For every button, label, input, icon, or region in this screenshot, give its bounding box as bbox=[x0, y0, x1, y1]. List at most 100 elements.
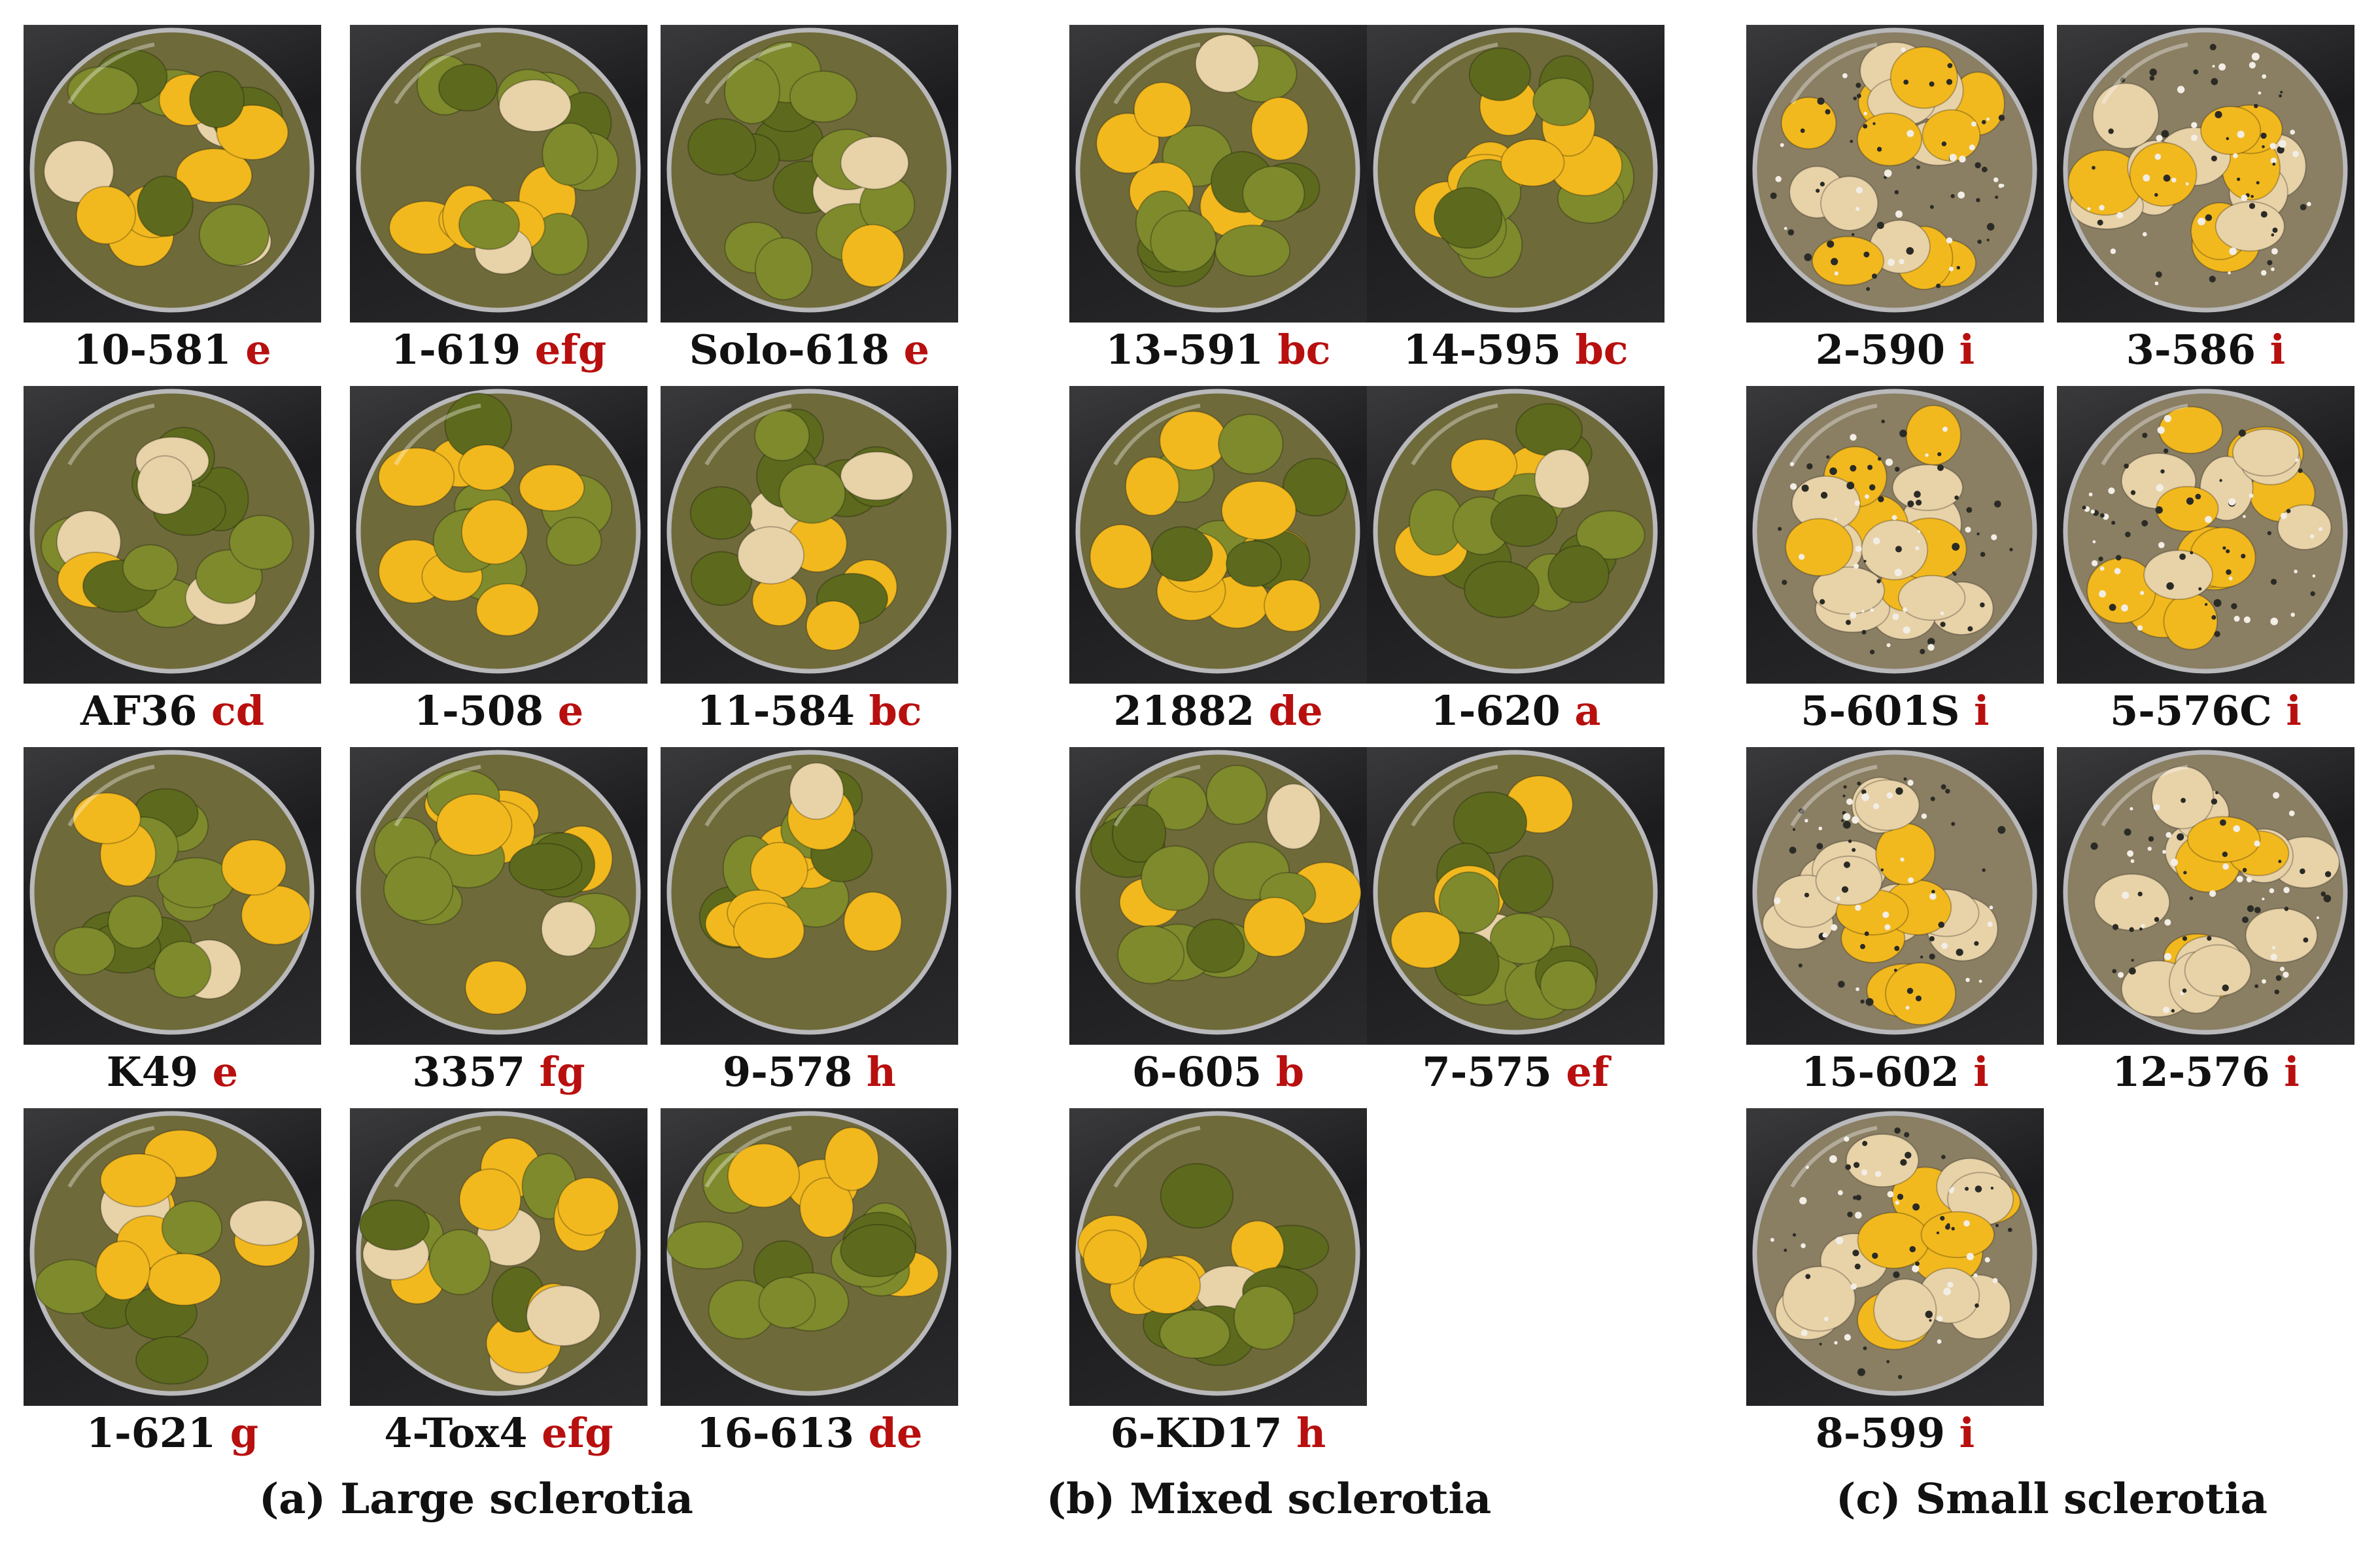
significance-letter: b bbox=[1275, 1048, 1305, 1096]
plate-caption: 7-575 ef bbox=[1328, 1049, 1704, 1095]
isolate-name: 15-602 bbox=[1801, 1048, 1959, 1096]
significance-letter: i bbox=[1959, 1409, 1975, 1457]
plate-photo bbox=[661, 1108, 958, 1406]
plate-photo bbox=[1069, 25, 1367, 323]
plate-caption: 11-584 bc bbox=[621, 688, 997, 734]
isolate-name: 3-586 bbox=[2126, 326, 2256, 374]
significance-letter: e bbox=[903, 326, 930, 374]
plate-caption: 15-602 i bbox=[1707, 1049, 2083, 1095]
significance-letter: fg bbox=[539, 1048, 585, 1096]
significance-letter: i bbox=[1959, 326, 1975, 374]
significance-letter: i bbox=[2286, 687, 2302, 735]
isolate-name: 21882 bbox=[1113, 687, 1255, 735]
group-title: (c) Small sclerotia bbox=[1836, 1475, 2268, 1524]
isolate-name: 9-578 bbox=[723, 1048, 853, 1096]
isolate-name: 11-584 bbox=[697, 687, 855, 735]
plate-caption: 6-605 b bbox=[1030, 1049, 1406, 1095]
plate-caption: 3357 fg bbox=[311, 1049, 687, 1095]
significance-letter: de bbox=[868, 1409, 923, 1457]
significance-letter: bc bbox=[869, 687, 922, 735]
isolate-name: 5-576C bbox=[2110, 687, 2272, 735]
plate-caption: 14-595 bc bbox=[1328, 327, 1704, 373]
isolate-name: Solo-618 bbox=[689, 326, 890, 374]
significance-letter: bc bbox=[1277, 326, 1331, 374]
plate-caption: 5-601S i bbox=[1707, 688, 2083, 734]
isolate-name: 10-581 bbox=[73, 326, 232, 374]
significance-letter: i bbox=[2284, 1048, 2300, 1096]
plate-caption: 4-Tox4 efg bbox=[311, 1410, 687, 1456]
significance-letter: a bbox=[1574, 687, 1601, 735]
plate-photo bbox=[661, 25, 958, 323]
significance-letter: e bbox=[557, 687, 584, 735]
group-title: (a) Large sclerotia bbox=[258, 1475, 694, 1524]
significance-letter: i bbox=[1974, 687, 1990, 735]
isolate-name: 6-KD17 bbox=[1110, 1409, 1283, 1457]
significance-letter: cd bbox=[211, 687, 265, 735]
plate-caption: 9-578 h bbox=[621, 1049, 997, 1095]
plate-caption: 12-576 i bbox=[2018, 1049, 2380, 1095]
isolate-name: 1-619 bbox=[390, 326, 521, 374]
group-title: (b) Mixed sclerotia bbox=[1046, 1475, 1492, 1524]
isolate-name: 1-508 bbox=[413, 687, 544, 735]
isolate-name: 4-Tox4 bbox=[384, 1409, 528, 1457]
plate-photo bbox=[350, 25, 647, 323]
plate-caption: 3-586 i bbox=[2018, 327, 2380, 373]
plate-photo bbox=[1746, 747, 2044, 1045]
plate-caption: 13-591 bc bbox=[1030, 327, 1406, 373]
isolate-name: 5-601S bbox=[1801, 687, 1960, 735]
plate-caption: K49 e bbox=[0, 1049, 360, 1095]
plate-caption: 16-613 de bbox=[621, 1410, 997, 1456]
isolate-name: K49 bbox=[106, 1048, 199, 1096]
isolate-name: 1-621 bbox=[86, 1409, 216, 1457]
plate-photo bbox=[1367, 747, 1664, 1045]
plate-photo bbox=[24, 25, 321, 323]
significance-letter: e bbox=[245, 326, 271, 374]
significance-letter: e bbox=[212, 1048, 239, 1096]
plate-caption: Solo-618 e bbox=[621, 327, 997, 373]
significance-letter: efg bbox=[542, 1409, 613, 1457]
plate-caption: 1-619 efg bbox=[311, 327, 687, 373]
plate-caption: AF36 cd bbox=[0, 688, 360, 734]
plate-photo bbox=[2057, 386, 2354, 684]
isolate-name: AF36 bbox=[80, 687, 198, 735]
isolate-name: 1-620 bbox=[1430, 687, 1561, 735]
plate-photo bbox=[2057, 747, 2354, 1045]
isolate-name: 6-605 bbox=[1131, 1048, 1262, 1096]
plate-photo bbox=[1069, 386, 1367, 684]
isolate-name: 16-613 bbox=[696, 1409, 855, 1457]
plate-photo bbox=[661, 386, 958, 684]
isolate-name: 8-599 bbox=[1815, 1409, 1946, 1457]
isolate-name: 14-595 bbox=[1403, 326, 1561, 374]
plate-caption: 5-576C i bbox=[2018, 688, 2380, 734]
plate-photo bbox=[350, 1108, 647, 1406]
plate-caption: 10-581 e bbox=[0, 327, 360, 373]
isolate-name: 12-576 bbox=[2112, 1048, 2270, 1096]
plate-photo bbox=[1746, 1108, 2044, 1406]
isolate-name: 3357 bbox=[412, 1048, 525, 1096]
significance-letter: i bbox=[1973, 1048, 1989, 1096]
plate-photo bbox=[661, 747, 958, 1045]
significance-letter: de bbox=[1268, 687, 1323, 735]
plate-caption: 2-590 i bbox=[1707, 327, 2083, 373]
plate-photo bbox=[24, 747, 321, 1045]
plate-caption: 1-620 a bbox=[1328, 688, 1704, 734]
plate-caption: 21882 de bbox=[1030, 688, 1406, 734]
plate-photo bbox=[24, 386, 321, 684]
plate-photo bbox=[24, 1108, 321, 1406]
significance-letter: efg bbox=[534, 326, 607, 374]
plate-photo bbox=[1069, 1108, 1367, 1406]
plate-caption: 6-KD17 h bbox=[1030, 1410, 1406, 1456]
plate-photo bbox=[1367, 25, 1664, 323]
plate-photo bbox=[1367, 386, 1664, 684]
significance-letter: ef bbox=[1566, 1048, 1610, 1096]
plate-caption: 1-508 e bbox=[311, 688, 687, 734]
significance-letter: i bbox=[2269, 326, 2286, 374]
plate-caption: 1-621 g bbox=[0, 1410, 360, 1456]
plate-photo bbox=[1746, 386, 2044, 684]
plate-photo bbox=[350, 747, 647, 1045]
significance-letter: g bbox=[230, 1409, 259, 1457]
isolate-name: 2-590 bbox=[1815, 326, 1946, 374]
isolate-name: 7-575 bbox=[1422, 1048, 1552, 1096]
plate-photo bbox=[2057, 25, 2354, 323]
plate-photo bbox=[1746, 25, 2044, 323]
